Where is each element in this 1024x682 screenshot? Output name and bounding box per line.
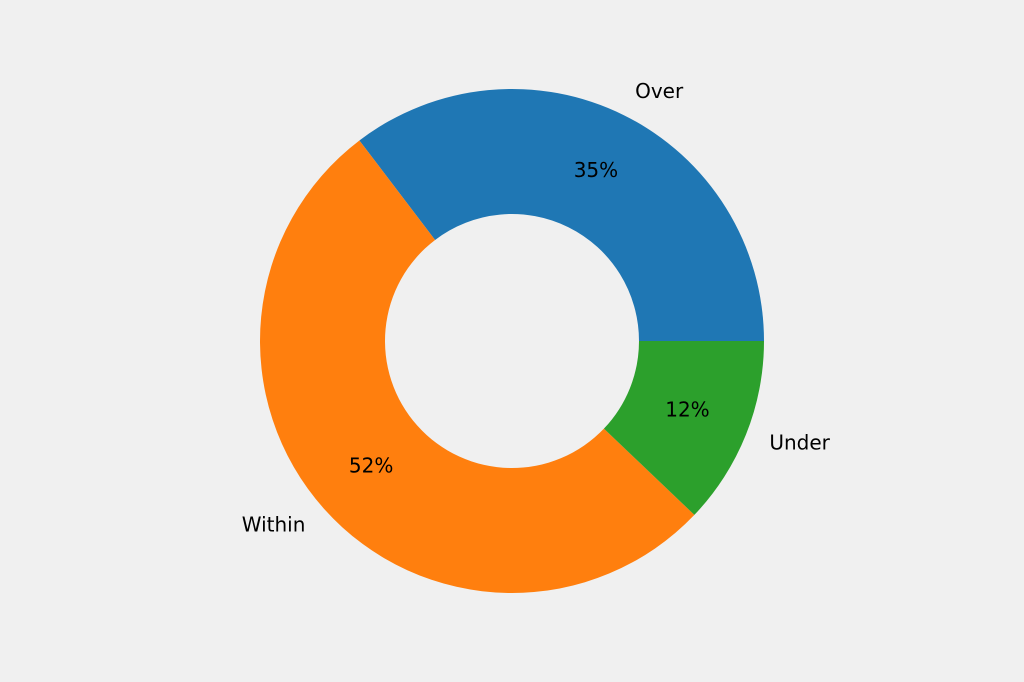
value-label: 35%: [574, 158, 618, 182]
slice-label: Under: [769, 431, 830, 455]
donut-slice: [359, 88, 764, 341]
slice-label: Within: [242, 512, 306, 536]
donut-slice: [603, 341, 764, 515]
donut-slice: [260, 140, 695, 593]
value-label: 52%: [349, 454, 393, 478]
slice-label: Over: [635, 79, 684, 103]
value-label: 12%: [665, 398, 709, 422]
